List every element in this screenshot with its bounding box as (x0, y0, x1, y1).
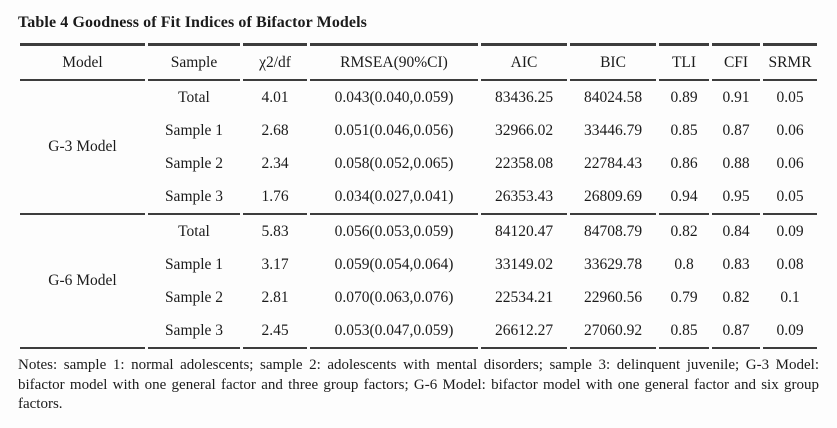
cell-cfi: 0.82 (722, 288, 750, 306)
cell-chi2df: 2.81 (261, 288, 289, 306)
table-row: Sample 3 1.76 0.034(0.027,0.041) 26353.4… (20, 180, 817, 213)
cell-chi2df: 5.83 (243, 213, 307, 248)
cell-chi2df: 1.76 (261, 187, 289, 205)
cell-bic: 22960.56 (583, 288, 643, 306)
cell-sample: Sample 1 (164, 121, 224, 139)
cell-srmr: 0.09 (763, 314, 817, 349)
paper-page: Table 4 Goodness of Fit Indices of Bifac… (17, 14, 820, 412)
col-header-chi2df: χ2/df (243, 43, 307, 81)
cell-cfi: 0.87 (712, 314, 760, 349)
cell-sample: Sample 3 (148, 314, 240, 349)
cell-bic: 84708.79 (570, 213, 656, 248)
table-row: Sample 2 2.81 0.070(0.063,0.076) 22534.2… (20, 281, 817, 314)
cell-aic: 26612.27 (481, 314, 567, 349)
cell-bic: 33446.79 (583, 121, 643, 139)
cell-cfi: 0.83 (722, 255, 750, 273)
cell-aic: 32966.02 (494, 121, 554, 139)
table-row: Sample 1 2.68 0.051(0.046,0.056) 32966.0… (20, 114, 817, 147)
col-header-bic: BIC (570, 43, 656, 81)
cell-chi2df: 4.01 (261, 88, 289, 106)
cell-aic: 22358.08 (494, 154, 554, 172)
cell-srmr: 0.09 (763, 213, 817, 248)
table-row: Sample 3 2.45 0.053(0.047,0.059) 26612.2… (20, 314, 817, 349)
cell-rmsea: 0.034(0.027,0.041) (334, 187, 454, 205)
cell-rmsea: 0.056(0.053,0.059) (310, 213, 478, 248)
cell-chi2df: 2.68 (261, 121, 289, 139)
cell-aic: 33149.02 (494, 255, 554, 273)
cell-rmsea: 0.070(0.063,0.076) (334, 288, 454, 306)
col-header-model: Model (20, 43, 145, 81)
col-header-rmsea: RMSEA(90%CI) (310, 43, 478, 81)
cell-srmr: 0.06 (776, 121, 804, 139)
cell-aic: 26353.43 (494, 187, 554, 205)
cell-rmsea: 0.058(0.052,0.065) (334, 154, 454, 172)
cell-cfi: 0.95 (722, 187, 750, 205)
col-header-srmr: SRMR (763, 43, 817, 81)
cell-sample: Sample 2 (164, 154, 224, 172)
cell-rmsea: 0.059(0.054,0.064) (334, 255, 454, 273)
cell-chi2df: 2.45 (243, 314, 307, 349)
cell-aic: 84120.47 (481, 213, 567, 248)
cell-cfi: 0.87 (722, 121, 750, 139)
header-row: Model Sample χ2/df RMSEA(90%CI) AIC BIC … (20, 43, 817, 81)
cell-tli: 0.85 (659, 314, 709, 349)
cell-srmr: 0.08 (776, 255, 804, 273)
model-label-g6: G-6 Model (20, 213, 145, 349)
cell-tli: 0.94 (670, 187, 698, 205)
table-notes: Notes: sample 1: normal adolescents; sam… (18, 357, 819, 412)
cell-srmr: 0.05 (776, 187, 804, 205)
section-g3-model: G-3 Model Total 4.01 0.043(0.040,0.059) … (20, 81, 817, 213)
cell-tli: 0.89 (670, 88, 698, 106)
cell-sample: Total (178, 88, 210, 106)
cell-chi2df: 3.17 (261, 255, 289, 273)
cell-bic: 84024.58 (583, 88, 643, 106)
cell-sample: Total (148, 213, 240, 248)
col-header-tli: TLI (659, 43, 709, 81)
cell-bic: 22784.43 (583, 154, 643, 172)
cell-cfi: 0.91 (722, 88, 750, 106)
cell-sample: Sample 3 (164, 187, 224, 205)
cell-aic: 83436.25 (494, 88, 554, 106)
col-header-sample: Sample (148, 43, 240, 81)
table-row: Sample 1 3.17 0.059(0.054,0.064) 33149.0… (20, 248, 817, 281)
cell-sample: Sample 1 (164, 255, 224, 273)
cell-cfi: 0.88 (722, 154, 750, 172)
cell-sample: Sample 2 (164, 288, 224, 306)
col-header-cfi: CFI (712, 43, 760, 81)
cell-bic: 27060.92 (570, 314, 656, 349)
table-row: Sample 2 2.34 0.058(0.052,0.065) 22358.0… (20, 147, 817, 180)
cell-tli: 0.8 (674, 255, 694, 273)
cell-tli: 0.79 (670, 288, 698, 306)
cell-rmsea: 0.043(0.040,0.059) (334, 88, 454, 106)
col-header-aic: AIC (481, 43, 567, 81)
cell-bic: 26809.69 (583, 187, 643, 205)
table-row: G-3 Model Total 4.01 0.043(0.040,0.059) … (20, 81, 817, 156)
table-row: G-6 Model Total 5.83 0.056(0.053,0.059) … (20, 213, 817, 349)
cell-tli: 0.86 (670, 154, 698, 172)
cell-srmr: 0.1 (780, 288, 800, 306)
table-title: Table 4 Goodness of Fit Indices of Bifac… (18, 14, 368, 31)
cell-aic: 22534.21 (494, 288, 554, 306)
cell-bic: 33629.78 (583, 255, 643, 273)
cell-srmr: 0.06 (776, 154, 804, 172)
table-header: Model Sample χ2/df RMSEA(90%CI) AIC BIC … (20, 43, 817, 81)
model-label-g3: G-3 Model (48, 138, 117, 155)
cell-chi2df: 2.34 (261, 154, 289, 172)
cell-tli: 0.85 (670, 121, 698, 139)
goodness-of-fit-table: Model Sample χ2/df RMSEA(90%CI) AIC BIC … (17, 43, 820, 349)
cell-tli: 0.82 (659, 213, 709, 248)
cell-cfi: 0.84 (712, 213, 760, 248)
section-g6-model: G-6 Model Total 5.83 0.056(0.053,0.059) … (20, 213, 817, 349)
cell-rmsea: 0.051(0.046,0.056) (334, 121, 454, 139)
cell-srmr: 0.05 (776, 88, 804, 106)
cell-rmsea: 0.053(0.047,0.059) (310, 314, 478, 349)
